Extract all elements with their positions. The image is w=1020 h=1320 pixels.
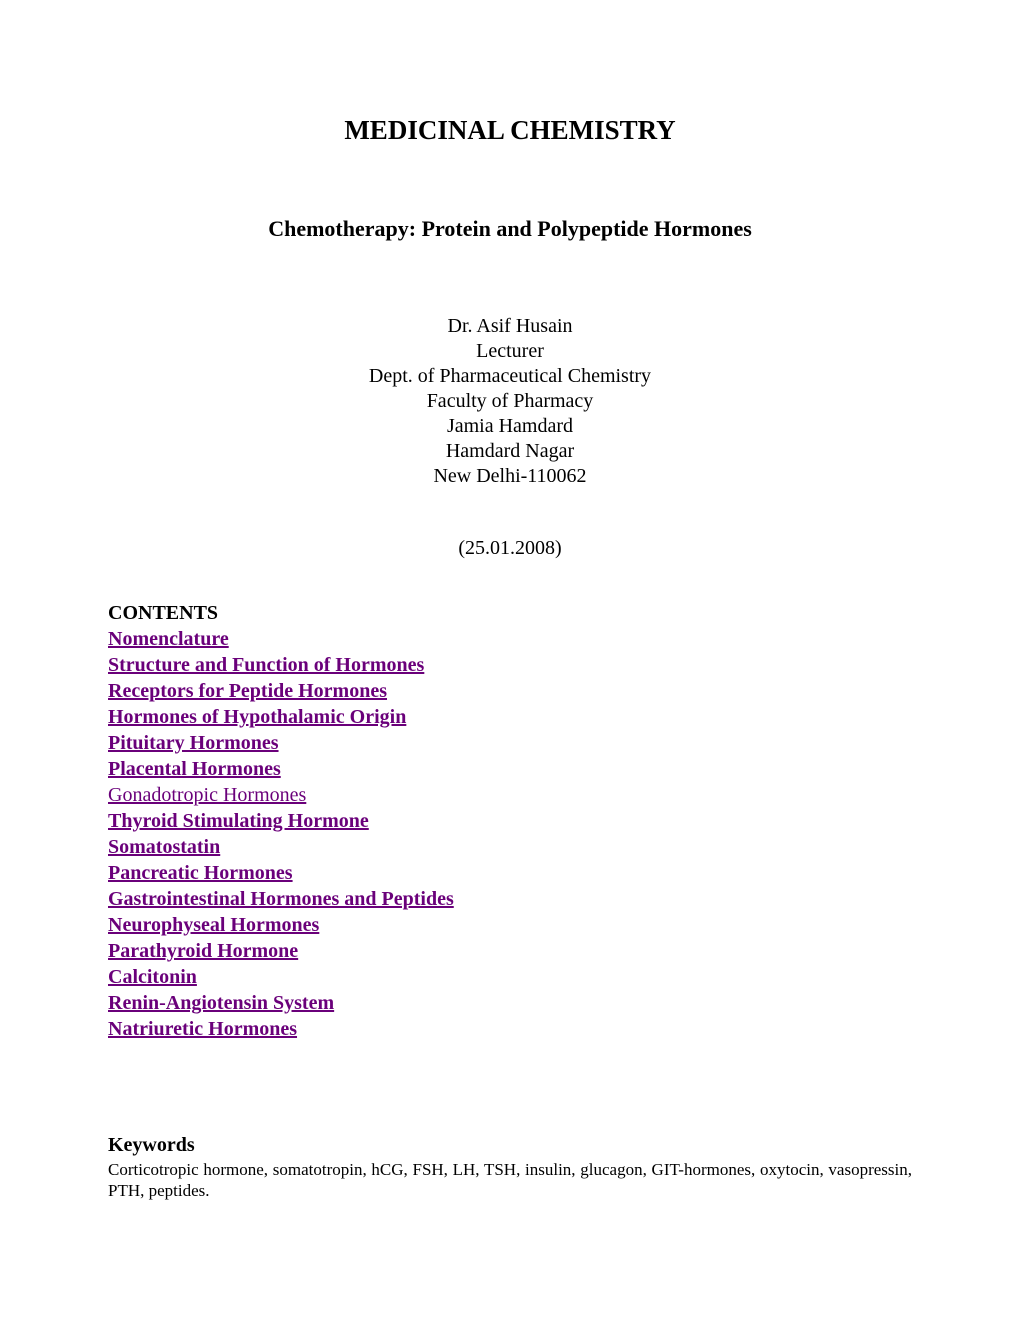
table-of-contents: Nomenclature Structure and Function of H…	[108, 626, 912, 1042]
author-block: Dr. Asif Husain Lecturer Dept. of Pharma…	[108, 314, 912, 489]
keywords-body: Corticotropic hormone, somatotropin, hCG…	[108, 1159, 912, 1202]
author-faculty: Faculty of Pharmacy	[108, 389, 912, 414]
keywords-block: Keywords Corticotropic hormone, somatotr…	[108, 1134, 912, 1202]
toc-link[interactable]: Placental Hormones	[108, 758, 281, 780]
author-locality: Hamdard Nagar	[108, 439, 912, 464]
toc-link[interactable]: Natriuretic Hormones	[108, 1018, 297, 1040]
author-dept: Dept. of Pharmaceutical Chemistry	[108, 364, 912, 389]
toc-link[interactable]: Calcitonin	[108, 966, 197, 988]
toc-link[interactable]: Gonadotropic Hormones	[108, 784, 306, 806]
author-name: Dr. Asif Husain	[108, 314, 912, 339]
author-institution: Jamia Hamdard	[108, 414, 912, 439]
toc-link[interactable]: Somatostatin	[108, 836, 220, 858]
toc-link[interactable]: Nomenclature	[108, 628, 229, 650]
toc-link[interactable]: Receptors for Peptide Hormones	[108, 680, 387, 702]
keywords-heading: Keywords	[108, 1134, 912, 1157]
document-page: MEDICINAL CHEMISTRY Chemotherapy: Protei…	[0, 0, 1020, 1320]
document-date: (25.01.2008)	[108, 537, 912, 560]
toc-link[interactable]: Pituitary Hormones	[108, 732, 279, 754]
toc-link[interactable]: Parathyroid Hormone	[108, 940, 298, 962]
page-subtitle: Chemotherapy: Protein and Polypeptide Ho…	[108, 216, 912, 242]
toc-link[interactable]: Gastrointestinal Hormones and Peptides	[108, 888, 454, 910]
toc-link[interactable]: Neurophyseal Hormones	[108, 914, 319, 936]
toc-link[interactable]: Pancreatic Hormones	[108, 862, 293, 884]
toc-link[interactable]: Hormones of Hypothalamic Origin	[108, 706, 406, 728]
author-city-pin: New Delhi-110062	[108, 464, 912, 489]
toc-link[interactable]: Thyroid Stimulating Hormone	[108, 810, 369, 832]
contents-heading: CONTENTS	[108, 600, 912, 626]
toc-link[interactable]: Structure and Function of Hormones	[108, 654, 424, 676]
author-role: Lecturer	[108, 339, 912, 364]
page-title: MEDICINAL CHEMISTRY	[108, 115, 912, 146]
toc-link[interactable]: Renin-Angiotensin System	[108, 992, 334, 1014]
